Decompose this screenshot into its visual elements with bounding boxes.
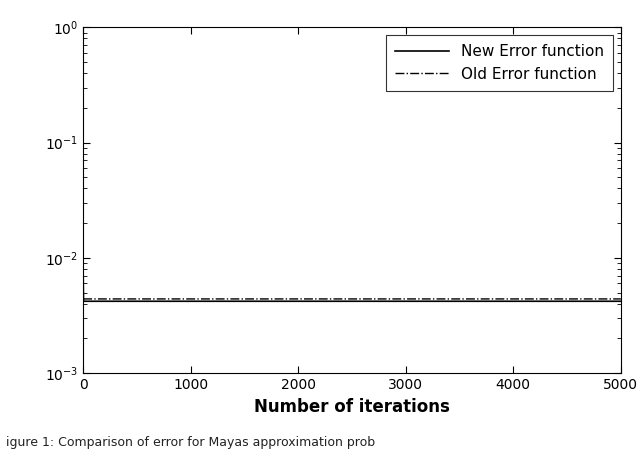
Old Error function <box>79 296 87 302</box>
New Error function <box>185 298 193 304</box>
New Error function <box>617 298 625 304</box>
New Error function <box>578 298 586 304</box>
New Error function <box>339 298 347 304</box>
New Error function <box>564 298 572 304</box>
Legend: New Error function, Old Error function: New Error function, Old Error function <box>386 35 613 91</box>
New Error function <box>582 298 589 304</box>
Old Error function <box>451 296 459 302</box>
Old Error function <box>184 296 192 302</box>
Text: igure 1: Comparison of error for Mayas approximation prob: igure 1: Comparison of error for Mayas a… <box>6 436 376 449</box>
Old Error function <box>564 296 572 302</box>
Old Error function <box>339 296 347 302</box>
Old Error function <box>617 296 625 302</box>
Old Error function <box>582 296 589 302</box>
New Error function <box>451 298 459 304</box>
New Error function <box>79 273 87 278</box>
New Error function <box>79 298 87 304</box>
X-axis label: Number of iterations: Number of iterations <box>254 398 450 415</box>
Old Error function <box>578 296 586 302</box>
Line: New Error function: New Error function <box>83 276 621 301</box>
